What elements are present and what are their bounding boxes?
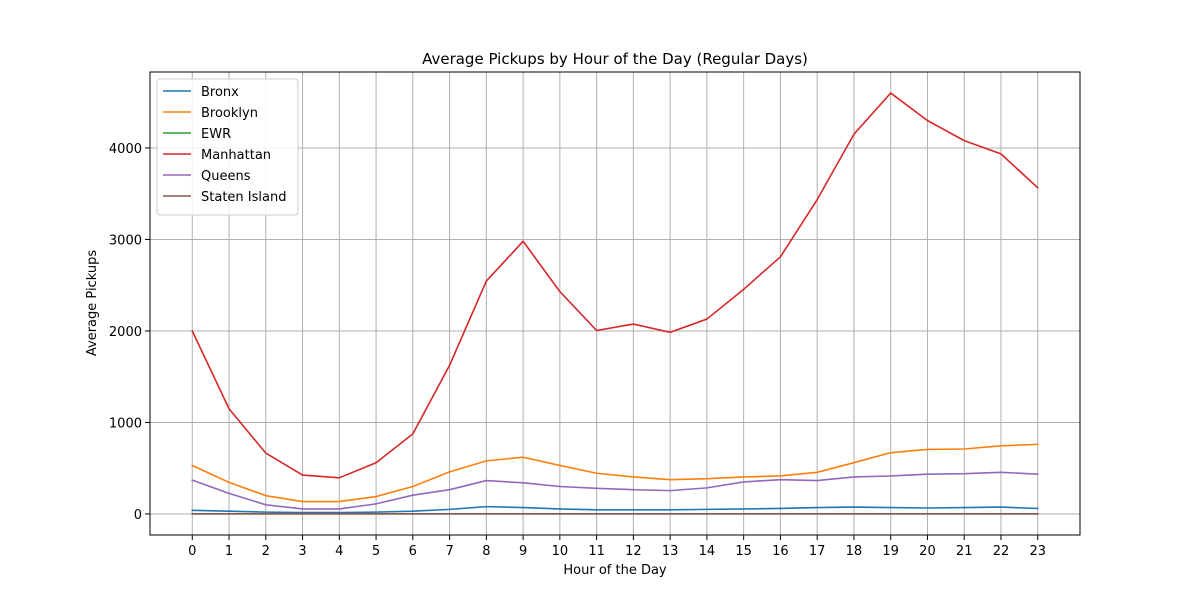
x-tick-label: 13 (662, 544, 679, 559)
series-line-manhattan (191, 92, 1039, 479)
y-tick-label: 1000 (109, 416, 142, 431)
y-tick-label: 2000 (109, 325, 142, 340)
x-tick-label: 22 (993, 544, 1010, 559)
x-tick-label: 1 (225, 544, 233, 559)
series-line-queens (191, 471, 1039, 510)
y-axis-ticks: 0 1000 2000 3000 4000 (109, 142, 150, 523)
series-line-brooklyn (191, 443, 1039, 503)
x-tick-label: 21 (956, 544, 973, 559)
x-axis-label: Hour of the Day (563, 563, 667, 578)
y-axis-label: Average Pickups (85, 250, 100, 356)
legend: Bronx Brooklyn EWR Manhattan Queens Staten Is… (156, 78, 299, 216)
y-tick-label: 4000 (109, 142, 142, 157)
x-tick-label: 19 (882, 544, 899, 559)
x-tick-label: 16 (772, 544, 789, 559)
x-tick-label: 20 (919, 544, 936, 559)
x-tick-label: 18 (846, 544, 863, 559)
x-tick-label: 6 (409, 544, 417, 559)
y-tick-label: 3000 (109, 233, 142, 248)
x-tick-label: 10 (552, 544, 569, 559)
x-tick-label: 11 (588, 544, 605, 559)
x-tick-label: 0 (188, 544, 196, 559)
chart-title: Average Pickups by Hour of the Day (Regu… (422, 50, 808, 68)
x-tick-label: 9 (519, 544, 527, 559)
x-tick-label: 4 (335, 544, 343, 559)
legend-label: Brooklyn (201, 106, 258, 121)
plot-area-frame (149, 71, 1081, 536)
x-axis-ticks: 0 1 2 3 4 5 6 7 8 9 10 11 12 13 14 15 16 17 18 19 20 21 22 23 (188, 535, 1046, 559)
x-tick-label: 23 (1029, 544, 1046, 559)
x-tick-label: 12 (625, 544, 642, 559)
legend-label: Manhattan (201, 148, 271, 163)
x-tick-label: 17 (809, 544, 826, 559)
legend-label: Bronx (201, 85, 239, 100)
legend-label: EWR (201, 127, 231, 142)
y-tick-label: 0 (134, 508, 142, 523)
x-tick-label: 8 (482, 544, 490, 559)
x-tick-label: 14 (699, 544, 716, 559)
x-tick-label: 5 (372, 544, 380, 559)
x-tick-label: 3 (298, 544, 306, 559)
legend-label: Queens (201, 169, 251, 184)
x-tick-label: 15 (735, 544, 752, 559)
series-lines (191, 92, 1039, 515)
legend-label: Staten Island (201, 190, 286, 205)
x-tick-label: 7 (445, 544, 453, 559)
series-line-bronx (191, 505, 1039, 514)
legend-box (156, 78, 299, 216)
x-tick-label: 2 (262, 544, 270, 559)
